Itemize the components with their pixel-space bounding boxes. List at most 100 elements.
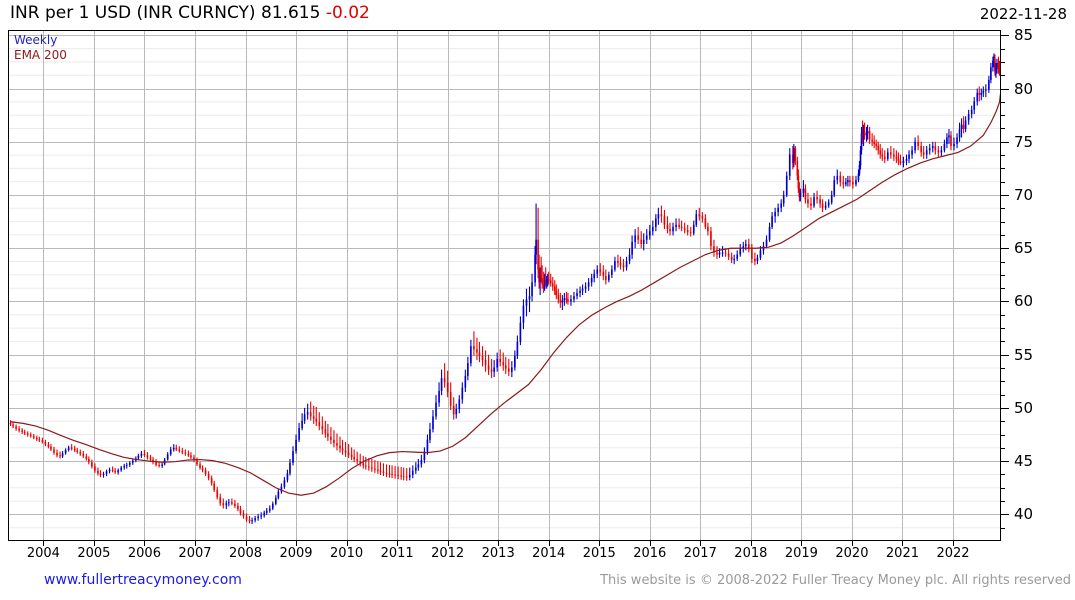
x-axis-label: 2010 [330,546,364,561]
y-axis-minor-tick [1001,328,1005,329]
y-axis-minor-tick [1001,461,1005,462]
y-axis-tick [1001,195,1009,196]
y-axis-minor-tick [1001,62,1005,63]
x-axis-label: 2018 [734,546,768,561]
y-axis-minor-tick [1001,448,1005,449]
y-axis-tick [1001,301,1009,302]
y-axis-label: 75 [1014,132,1034,151]
y-axis-minor-tick [1001,355,1005,356]
major-gridlines [8,30,1001,541]
y-axis-minor-tick [1001,275,1005,276]
y-axis-minor-tick [1001,395,1005,396]
y-axis-minor-tick [1001,501,1005,502]
y-axis-minor-tick [1001,142,1005,143]
x-axis-tick [94,541,95,546]
x-axis-label: 2021 [885,546,919,561]
y-axis-minor-tick [1001,248,1005,249]
plot-border [8,30,1001,541]
y-axis-minor-tick [1001,168,1005,169]
chart-footer: www.fullertreacymoney.com This website i… [0,572,1075,600]
y-axis-label: 40 [1014,505,1034,524]
x-axis-label: 2012 [431,546,465,561]
y-axis-minor-tick [1001,155,1005,156]
y-axis-minor-tick [1001,408,1005,409]
y-axis-minor-tick [1001,195,1005,196]
x-axis-label: 2011 [380,546,414,561]
y-axis-minor-tick [1001,128,1005,129]
y-axis-tick [1001,142,1009,143]
y-axis-minor-tick [1001,35,1005,36]
as-of-date: 2022-11-28 [979,5,1067,23]
y-axis-minor-tick [1001,115,1005,116]
y-axis-label: 50 [1014,398,1034,417]
y-axis-minor-tick [1001,75,1005,76]
x-axis-tick [902,541,903,546]
x-axis-label: 2022 [936,546,970,561]
copyright-text: This website is © 2008-2022 Fuller Treac… [600,573,1071,588]
x-axis-label: 2016 [633,546,667,561]
legend-item-ema200: EMA 200 [14,48,67,62]
x-axis-label: 2007 [178,546,212,561]
x-axis-tick [852,541,853,546]
x-axis-tick [397,541,398,546]
y-axis-minor-tick [1001,514,1005,515]
x-axis-tick [700,541,701,546]
legend-item-weekly: Weekly [14,33,58,47]
y-axis-label: 80 [1014,79,1034,98]
x-axis-tick [448,541,449,546]
x-axis-label: 2005 [77,546,111,561]
site-url[interactable]: www.fullertreacymoney.com [44,572,242,588]
y-axis-label: 65 [1014,239,1034,258]
y-axis-label: 60 [1014,292,1034,311]
x-axis-label: 2009 [279,546,313,561]
y-axis-tick [1001,461,1009,462]
y-axis-tick [1001,89,1009,90]
y-axis-minor-tick [1001,381,1005,382]
y-axis-minor-tick [1001,49,1005,50]
candlestick-series [9,53,1001,524]
x-axis-label: 2006 [127,546,161,561]
x-axis-tick [296,541,297,546]
x-axis-label: 2020 [835,546,869,561]
x-axis-tick [801,541,802,546]
y-axis-minor-tick [1001,421,1005,422]
x-axis-tick [549,541,550,546]
minor-gridlines [8,48,1001,529]
x-axis-tick [246,541,247,546]
y-axis: 40 45 50 55 60 65 70 75 80 85 [1001,26,1075,541]
y-axis-minor-tick [1001,235,1005,236]
y-axis-minor-tick [1001,528,1005,529]
chart-legend: Weekly EMA 200 [14,33,67,63]
x-axis-label: 2004 [26,546,60,561]
price-chart-svg[interactable] [8,30,1001,541]
x-axis-tick [144,541,145,546]
y-axis-minor-tick [1001,288,1005,289]
y-axis-minor-tick [1001,435,1005,436]
y-axis-tick [1001,408,1009,409]
y-axis-minor-tick [1001,368,1005,369]
y-axis-minor-tick [1001,102,1005,103]
x-axis-tick [347,541,348,546]
y-axis-tick [1001,35,1009,36]
price-change: -0.02 [325,3,370,23]
y-axis-tick [1001,355,1009,356]
page-title: INR per 1 USD (INR CURNCY) 81.615 -0.02 [10,3,370,23]
x-axis-tick [751,541,752,546]
chart-header: INR per 1 USD (INR CURNCY) 81.615 -0.02 … [0,0,1075,30]
x-axis-tick [195,541,196,546]
x-axis-tick [498,541,499,546]
x-axis-tick [599,541,600,546]
y-axis-minor-tick [1001,474,1005,475]
ema-200-line [10,93,1001,496]
y-axis-label: 45 [1014,452,1034,471]
y-axis-label: 55 [1014,345,1034,364]
x-axis-label: 2015 [582,546,616,561]
y-axis-minor-tick [1001,182,1005,183]
title-text: INR per 1 USD (INR CURNCY) 81.615 [10,3,321,23]
chart-plot-area[interactable] [8,30,1001,541]
y-axis-minor-tick [1001,301,1005,302]
x-axis-tick [650,541,651,546]
x-axis-label: 2008 [228,546,263,561]
y-axis-label: 70 [1014,186,1034,204]
y-axis-minor-tick [1001,208,1005,209]
